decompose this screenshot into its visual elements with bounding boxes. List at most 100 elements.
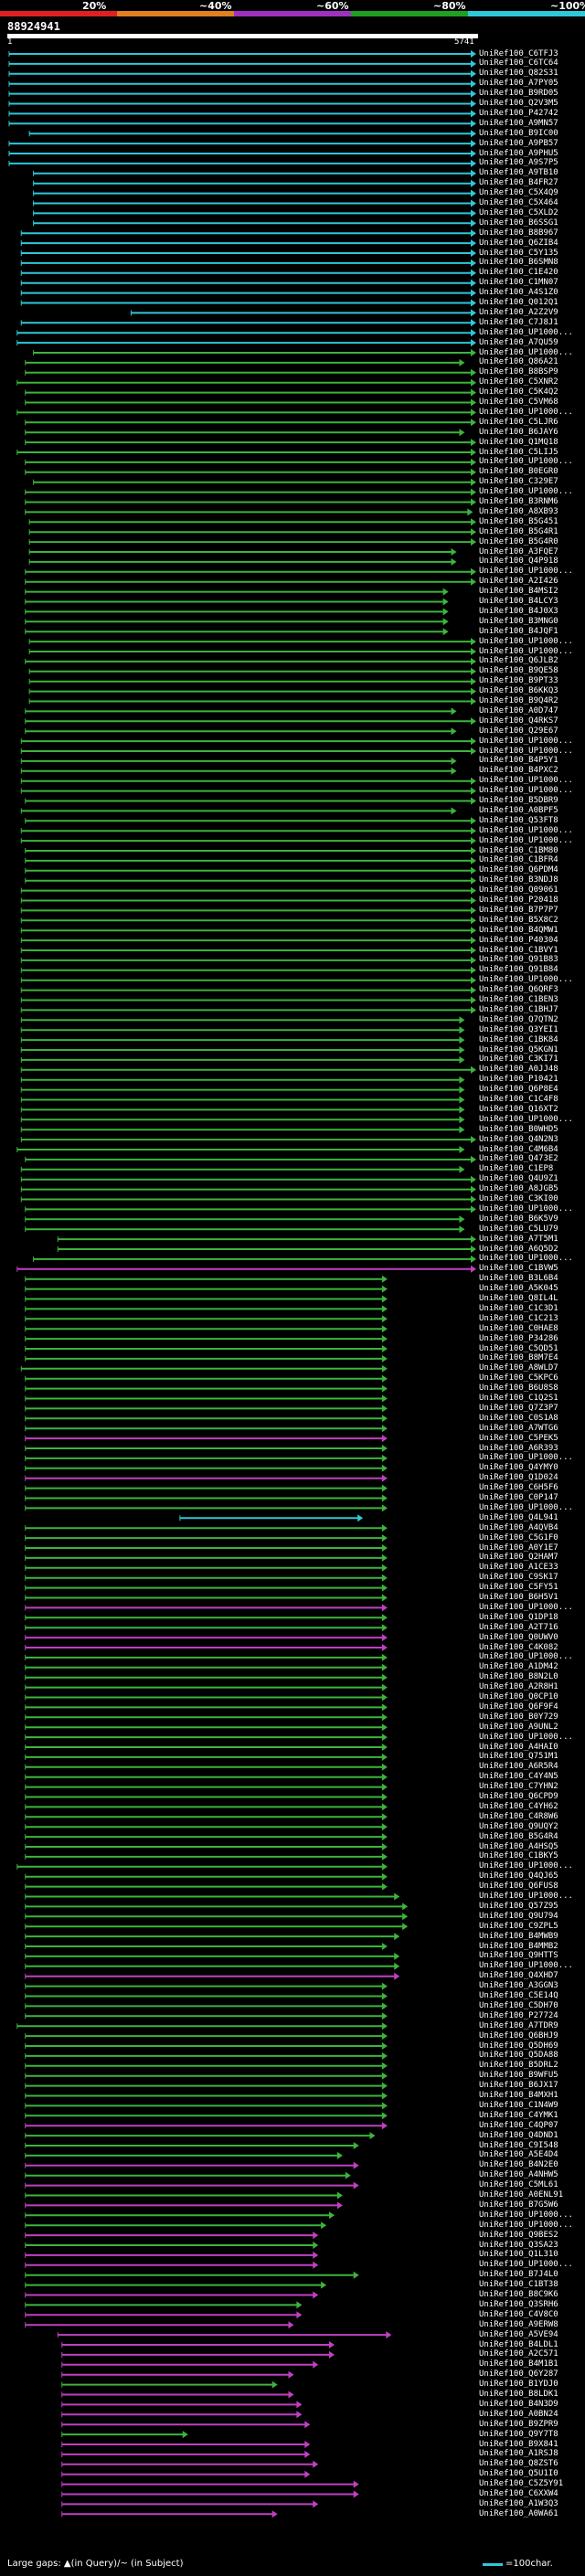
hit-label[interactable]: UniRef100_B4PXC2 — [479, 766, 558, 776]
hit-label[interactable]: UniRef100_A5VE94 — [479, 2329, 558, 2339]
hit-label[interactable]: UniRef100_A8WLD7 — [479, 1363, 558, 1373]
hit-label[interactable]: UniRef100_C0P147 — [479, 1493, 558, 1502]
hit-label[interactable]: UniRef100_B5G4R4 — [479, 1831, 558, 1841]
hit-label[interactable]: UniRef100_C5VM68 — [479, 398, 558, 407]
hit-label[interactable]: UniRef100_A9TB10 — [479, 168, 558, 178]
hit-label[interactable]: UniRef100_A4QVB4 — [479, 1522, 558, 1532]
hit-label[interactable]: UniRef100_C4Y4N5 — [479, 1772, 558, 1782]
hit-label[interactable]: UniRef100_A8XB93 — [479, 506, 558, 516]
hit-label[interactable]: UniRef100_B4MWB9 — [479, 1931, 558, 1941]
hit-label[interactable]: UniRef100_Q6JLB2 — [479, 656, 558, 666]
hit-label[interactable]: UniRef100_UP1000... — [479, 457, 573, 467]
hit-label[interactable]: UniRef100_C1C4F8 — [479, 1095, 558, 1104]
hit-label[interactable]: UniRef100_Q6FUS8 — [479, 1882, 558, 1892]
hit-label[interactable]: UniRef100_A9PB57 — [479, 138, 558, 148]
hit-label[interactable]: UniRef100_UP1000... — [479, 1961, 573, 1971]
hit-label[interactable]: UniRef100_A5K045 — [479, 1284, 558, 1294]
hit-label[interactable]: UniRef100_C1BKY5 — [479, 1851, 558, 1861]
hit-label[interactable]: UniRef100_A6Q5D2 — [479, 1244, 558, 1254]
hit-label[interactable]: UniRef100_UP1000... — [479, 1502, 573, 1512]
hit-label[interactable]: UniRef100_C4QP07 — [479, 2120, 558, 2130]
hit-label[interactable]: UniRef100_Q3SRH6 — [479, 2299, 558, 2309]
hit-label[interactable]: UniRef100_C5PEK5 — [479, 1433, 558, 1443]
hit-label[interactable]: UniRef100_Q4YMY0 — [479, 1463, 558, 1473]
hit-label[interactable]: UniRef100_Q3YEI1 — [479, 1024, 558, 1034]
hit-label[interactable]: UniRef100_Q82S31 — [479, 69, 558, 79]
hit-label[interactable]: UniRef100_B7P7P7 — [479, 905, 558, 915]
hit-label[interactable]: UniRef100_A3FQE7 — [479, 546, 558, 557]
hit-label[interactable]: UniRef100_B4LCY3 — [479, 597, 558, 606]
hit-label[interactable]: UniRef100_C5XNR2 — [479, 377, 558, 387]
hit-label[interactable]: UniRef100_Q4P918 — [479, 557, 558, 567]
hit-label[interactable]: UniRef100_P34286 — [479, 1333, 558, 1343]
hit-label[interactable]: UniRef100_Q6F9F4 — [479, 1701, 558, 1712]
hit-label[interactable]: UniRef100_B4LDL1 — [479, 2339, 558, 2349]
hit-label[interactable]: UniRef100_C6H5F6 — [479, 1483, 558, 1493]
hit-label[interactable]: UniRef100_B7J4L0 — [479, 2270, 558, 2280]
hit-label[interactable]: UniRef100_C5Y135 — [479, 248, 558, 258]
hit-label[interactable]: UniRef100_Q09061 — [479, 885, 558, 896]
hit-label[interactable]: UniRef100_Q5DA88 — [479, 2051, 558, 2061]
hit-label[interactable]: UniRef100_B4FR27 — [479, 178, 558, 188]
hit-label[interactable]: UniRef100_B9QE58 — [479, 666, 558, 676]
hit-label[interactable]: UniRef100_B9WFU5 — [479, 2071, 558, 2081]
hit-label[interactable]: UniRef100_UP1000... — [479, 975, 573, 985]
hit-label[interactable]: UniRef100_A7PY05 — [479, 79, 558, 89]
hit-label[interactable]: UniRef100_B6SSG1 — [479, 217, 558, 228]
hit-label[interactable]: UniRef100_B6K5V9 — [479, 1214, 558, 1224]
hit-label[interactable]: UniRef100_C4M6B4 — [479, 1144, 558, 1154]
hit-label[interactable]: UniRef100_Q29E67 — [479, 726, 558, 736]
hit-label[interactable]: UniRef100_B8BSP9 — [479, 367, 558, 377]
hit-label[interactable]: UniRef100_UP1000... — [479, 327, 573, 337]
hit-label[interactable]: UniRef100_A0D747 — [479, 705, 558, 716]
hit-label[interactable]: UniRef100_C1C3D1 — [479, 1303, 558, 1313]
hit-label[interactable]: UniRef100_Q4L941 — [479, 1512, 558, 1522]
hit-label[interactable]: UniRef100_Q4DND1 — [479, 2130, 558, 2140]
hit-label[interactable]: UniRef100_A9MN57 — [479, 118, 558, 128]
hit-label[interactable]: UniRef100_Q4U9Z1 — [479, 1174, 558, 1184]
hit-label[interactable]: UniRef100_B4M1B1 — [479, 2359, 558, 2369]
hit-label[interactable]: UniRef100_UP1000... — [479, 1861, 573, 1871]
hit-label[interactable]: UniRef100_Q751M1 — [479, 1752, 558, 1762]
hit-label[interactable]: UniRef100_Q2V3M5 — [479, 99, 558, 108]
hit-label[interactable]: UniRef100_Q16XT2 — [479, 1104, 558, 1114]
hit-label[interactable]: UniRef100_B6KKQ3 — [479, 686, 558, 696]
hit-label[interactable]: UniRef100_A8JGB5 — [479, 1184, 558, 1194]
hit-label[interactable]: UniRef100_C1BHJ7 — [479, 1004, 558, 1014]
hit-label[interactable]: UniRef100_B9RD05 — [479, 89, 558, 99]
hit-label[interactable]: UniRef100_C5QD51 — [479, 1343, 558, 1353]
hit-label[interactable]: UniRef100_B5X8C2 — [479, 915, 558, 925]
hit-label[interactable]: UniRef100_Q91B84 — [479, 965, 558, 975]
hit-label[interactable]: UniRef100_Q53FT8 — [479, 815, 558, 825]
hit-label[interactable]: UniRef100_B5G4R1 — [479, 526, 558, 536]
hit-label[interactable]: UniRef100_Q1L310 — [479, 2250, 558, 2260]
hit-label[interactable]: UniRef100_Q6Y287 — [479, 2369, 558, 2380]
hit-label[interactable]: UniRef100_Q9HTTS — [479, 1951, 558, 1961]
hit-label[interactable]: UniRef100_C1Q2S1 — [479, 1394, 558, 1403]
hit-label[interactable]: UniRef100_UP1000... — [479, 776, 573, 786]
hit-label[interactable]: UniRef100_C3KI71 — [479, 1055, 558, 1065]
hit-label[interactable]: UniRef100_C1C213 — [479, 1313, 558, 1323]
hit-label[interactable]: UniRef100_B8B967 — [479, 228, 558, 238]
hit-label[interactable]: UniRef100_Q5U1I0 — [479, 2469, 558, 2479]
hit-label[interactable]: UniRef100_Q7QTN2 — [479, 1014, 558, 1024]
hit-label[interactable]: UniRef100_C5Z5Y91 — [479, 2479, 564, 2489]
hit-label[interactable]: UniRef100_A1DM42 — [479, 1662, 558, 1672]
hit-label[interactable]: UniRef100_A0BPF5 — [479, 805, 558, 815]
hit-label[interactable]: UniRef100_C1N4W9 — [479, 2100, 558, 2110]
hit-label[interactable]: UniRef100_C1BT38 — [479, 2280, 558, 2290]
hit-label[interactable]: UniRef100_B9X841 — [479, 2439, 558, 2449]
hit-label[interactable]: UniRef100_C5G1F0 — [479, 1532, 558, 1542]
hit-label[interactable]: UniRef100_A1CE33 — [479, 1563, 558, 1573]
hit-label[interactable]: UniRef100_A9UNL2 — [479, 1722, 558, 1732]
hit-label[interactable]: UniRef100_B0WHD5 — [479, 1124, 558, 1134]
hit-label[interactable]: UniRef100_Q6CPD9 — [479, 1792, 558, 1801]
hit-label[interactable]: UniRef100_C5E14Q — [479, 1991, 558, 2000]
hit-label[interactable]: UniRef100_C6TC64 — [479, 58, 558, 69]
hit-label[interactable]: UniRef100_A7QU59 — [479, 337, 558, 347]
hit-label[interactable]: UniRef100_P10421 — [479, 1075, 558, 1085]
hit-label[interactable]: UniRef100_B3MNG0 — [479, 616, 558, 626]
hit-label[interactable]: UniRef100_A2R8H1 — [479, 1682, 558, 1692]
hit-label[interactable]: UniRef100_B7G5W6 — [479, 2200, 558, 2210]
hit-label[interactable]: UniRef100_UP1000... — [479, 1453, 573, 1463]
